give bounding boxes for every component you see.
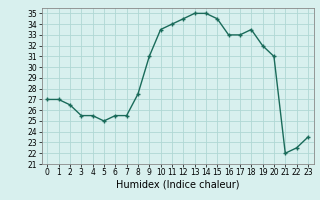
X-axis label: Humidex (Indice chaleur): Humidex (Indice chaleur)	[116, 180, 239, 190]
